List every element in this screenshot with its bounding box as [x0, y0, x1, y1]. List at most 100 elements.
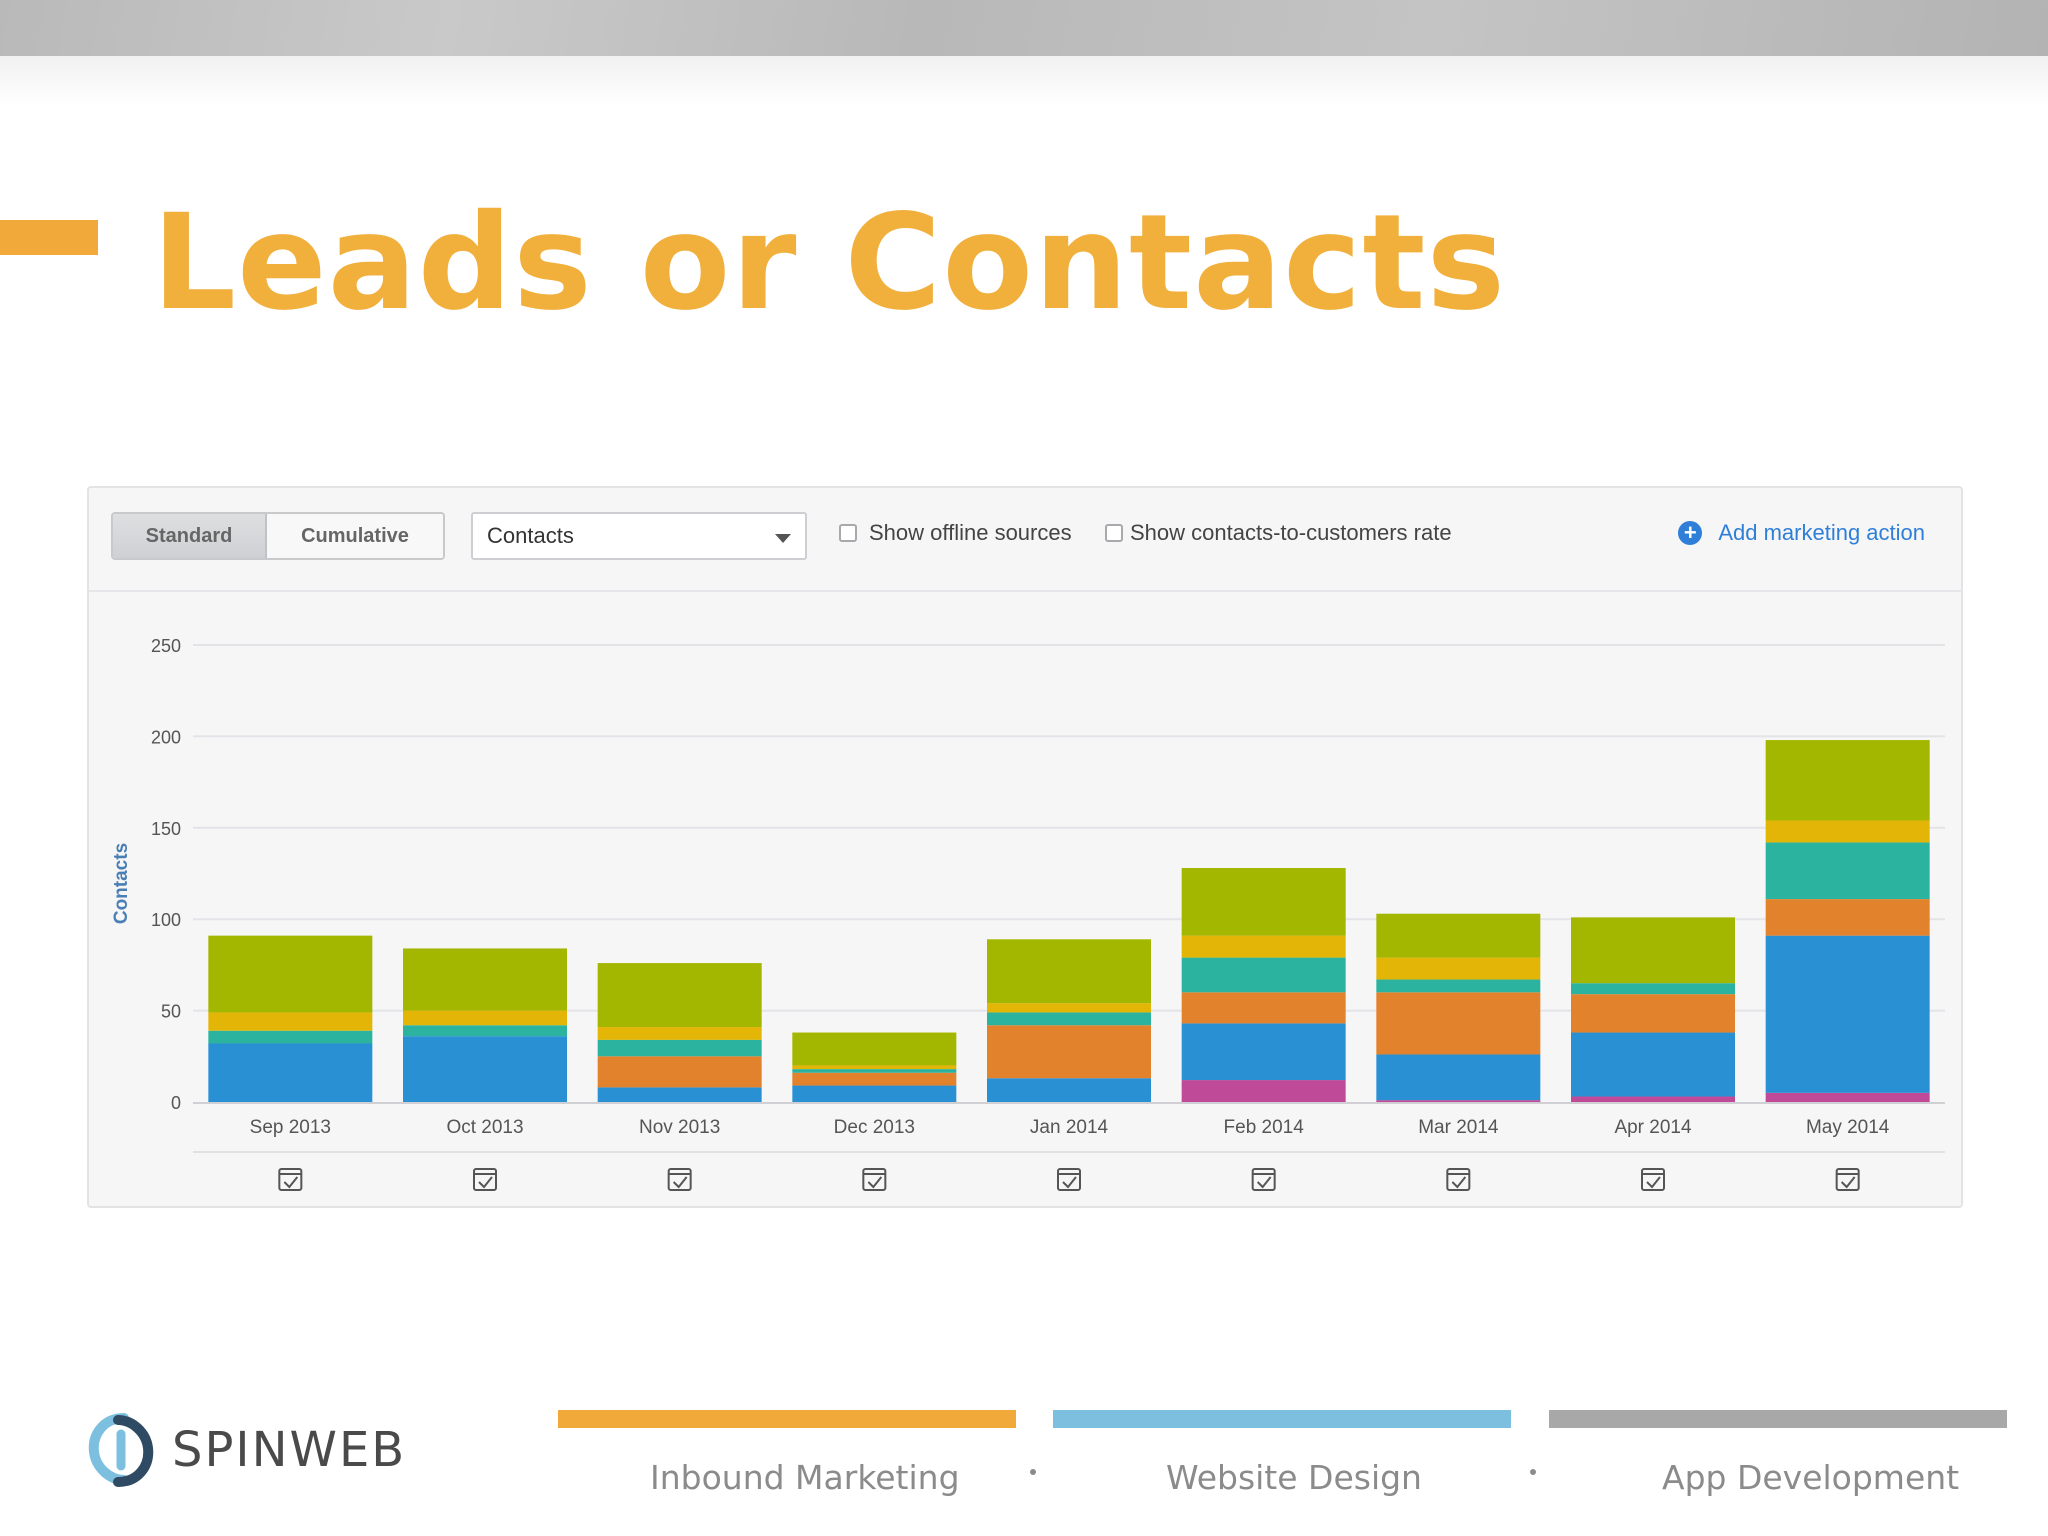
bar-segment[interactable]	[1181, 1080, 1346, 1102]
contacts-report-panel: Standard Cumulative Contacts Show offlin…	[87, 486, 1963, 1208]
separator-dot	[1530, 1469, 1536, 1475]
bar-segment[interactable]	[597, 1027, 762, 1040]
bar-segment[interactable]	[1765, 899, 1930, 936]
bar-segment[interactable]	[792, 1072, 957, 1086]
y-axis-label: Contacts	[111, 843, 132, 924]
website-design-bar	[1053, 1410, 1511, 1428]
show-rate-label[interactable]: Show contacts-to-customers rate	[1130, 520, 1452, 545]
calendar-check-icon[interactable]	[1251, 1168, 1276, 1191]
bar-segment[interactable]	[403, 948, 567, 1011]
bar-segment[interactable]	[1571, 983, 1735, 995]
calendar-check-mark	[1062, 1176, 1077, 1189]
bar-segment[interactable]	[208, 1030, 373, 1044]
calendar-check-mark	[478, 1176, 493, 1189]
add-marketing-action-link[interactable]: + Add marketing action	[1678, 520, 1925, 546]
x-tick-label: Mar 2014	[1418, 1117, 1499, 1138]
contacts-bar-chart: 0 50 100 150 200 250 Contacts Sep 2013 Oct 2013 N…	[111, 636, 1945, 1191]
bar-segment[interactable]	[1765, 740, 1930, 821]
bar-segment[interactable]	[1571, 1032, 1735, 1097]
x-tick-label: Sep 2013	[250, 1117, 331, 1138]
bar-segment[interactable]	[792, 1065, 957, 1070]
bar-segment[interactable]	[1181, 935, 1346, 958]
inbound-marketing-bar	[558, 1410, 1016, 1428]
bar-segment[interactable]	[1181, 868, 1346, 936]
x-tick-label: Feb 2014	[1224, 1117, 1305, 1138]
bar-segment[interactable]	[1376, 992, 1541, 1055]
bar-segment[interactable]	[987, 939, 1151, 1004]
report-toolbar: Standard Cumulative Contacts Show offlin…	[89, 488, 1961, 592]
bar-segment[interactable]	[597, 1056, 762, 1088]
calendar-check-icon[interactable]	[1835, 1168, 1860, 1191]
calendar-check-icon[interactable]	[473, 1168, 497, 1191]
bar-segment[interactable]	[208, 1043, 373, 1102]
bar-segment[interactable]	[1181, 992, 1346, 1024]
calendar-check-icon[interactable]	[1446, 1168, 1471, 1191]
bar-segment[interactable]	[597, 1087, 762, 1102]
app-development-label: App Development	[1662, 1458, 1960, 1497]
bar-segment[interactable]	[1571, 994, 1735, 1033]
x-tick-label: Oct 2013	[446, 1117, 523, 1138]
bar-segment[interactable]	[1181, 957, 1346, 993]
x-tick-label: Jan 2014	[1030, 1117, 1109, 1138]
y-tick-label: 100	[151, 910, 181, 930]
bar-segment[interactable]	[403, 1036, 567, 1102]
bar-segment[interactable]	[792, 1032, 957, 1066]
bar-segment[interactable]	[987, 1078, 1151, 1102]
bar-segment[interactable]	[792, 1069, 957, 1073]
bar-segment[interactable]	[1571, 917, 1735, 984]
bar-segment[interactable]	[1376, 957, 1541, 980]
bar-segment[interactable]	[1376, 1100, 1541, 1102]
bar-segment[interactable]	[208, 1012, 373, 1031]
calendar-check-mark	[867, 1176, 883, 1189]
bar-segment[interactable]	[1376, 913, 1541, 958]
show-offline-sources-label[interactable]: Show offline sources	[869, 520, 1072, 545]
metric-select[interactable]: Contacts	[471, 512, 807, 560]
brand-name: SPINWEB	[172, 1422, 407, 1478]
bar-segment[interactable]	[1765, 842, 1930, 900]
bar-segment[interactable]	[1571, 1096, 1735, 1102]
bar-segment[interactable]	[792, 1085, 957, 1102]
y-tick-label: 50	[161, 1002, 181, 1022]
y-tick-label: 150	[151, 819, 181, 839]
title-accent-bar	[0, 220, 98, 255]
calendar-check-mark	[1646, 1176, 1661, 1189]
bar-segment[interactable]	[1765, 1092, 1930, 1102]
calendar-check-mark	[283, 1176, 299, 1189]
spinweb-logo-icon	[88, 1413, 154, 1487]
calendar-check-icon[interactable]	[1057, 1168, 1081, 1191]
cumulative-view-button[interactable]: Cumulative	[267, 514, 443, 558]
add-marketing-action-label: Add marketing action	[1718, 520, 1925, 545]
bar-segment[interactable]	[1376, 1054, 1541, 1101]
bar-segment[interactable]	[403, 1010, 567, 1026]
calendar-check-mark	[1451, 1176, 1467, 1189]
bar-segment[interactable]	[1376, 979, 1541, 993]
y-tick-label: 200	[151, 727, 181, 747]
view-toggle: Standard Cumulative	[111, 512, 445, 560]
calendar-check-mark	[1840, 1176, 1856, 1189]
separator-dot	[1030, 1469, 1036, 1475]
bar-segment[interactable]	[403, 1025, 567, 1037]
standard-view-button[interactable]: Standard	[113, 514, 267, 558]
calendar-check-icon[interactable]	[667, 1168, 692, 1191]
calendar-check-icon[interactable]	[1641, 1168, 1665, 1191]
bar-segment[interactable]	[1765, 820, 1930, 843]
show-rate-checkbox[interactable]	[1105, 524, 1123, 542]
calendar-check-icon[interactable]	[862, 1168, 887, 1191]
inbound-marketing-label: Inbound Marketing	[650, 1458, 960, 1497]
bar-segment[interactable]	[987, 1012, 1151, 1026]
x-tick-label: May 2014	[1806, 1117, 1890, 1138]
bar-segment[interactable]	[987, 1025, 1151, 1079]
spinweb-logo: SPINWEB	[84, 1410, 406, 1490]
calendar-check-mark	[1256, 1176, 1272, 1189]
calendar-check-icon[interactable]	[278, 1168, 303, 1191]
bar-segment[interactable]	[597, 1039, 762, 1057]
bar-segment[interactable]	[1765, 935, 1930, 1093]
y-tick-label: 250	[151, 636, 181, 656]
bar-segment[interactable]	[597, 963, 762, 1028]
bar-segment[interactable]	[208, 935, 373, 1013]
bar-segment[interactable]	[1181, 1023, 1346, 1081]
calendar-check-mark	[672, 1176, 688, 1189]
show-offline-sources-checkbox[interactable]	[839, 524, 857, 542]
app-development-bar	[1549, 1410, 2007, 1428]
bar-segment[interactable]	[987, 1003, 1151, 1013]
